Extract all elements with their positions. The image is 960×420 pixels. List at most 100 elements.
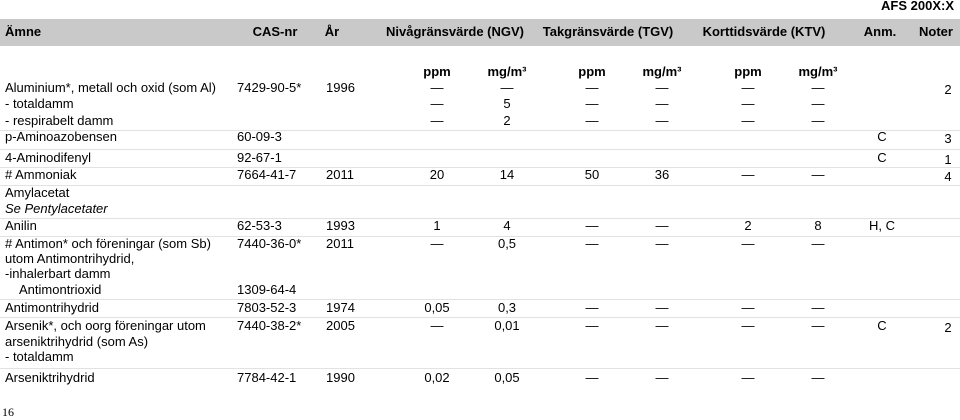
substance: - totaldamm xyxy=(5,349,74,364)
ngv-ppm: — xyxy=(430,318,444,333)
tgv-mg: — xyxy=(655,218,669,233)
year: 1993 xyxy=(326,218,355,233)
note: 4 xyxy=(944,169,952,184)
cas-number: 1309-64-4 xyxy=(237,282,297,297)
ktv-mg: — xyxy=(811,318,825,333)
ktv-ppm: 2 xyxy=(744,218,752,233)
cas-number: 7440-36-0* xyxy=(237,236,302,251)
header-bar xyxy=(0,19,960,46)
row-rule xyxy=(0,185,960,186)
tgv-ppm: — xyxy=(585,236,599,251)
ktv-mg: 8 xyxy=(814,218,822,233)
column-header: Ämne xyxy=(5,24,42,39)
cas-number: 62-53-3 xyxy=(237,218,282,233)
year: 2005 xyxy=(326,318,355,333)
ngv-mg: 0,5 xyxy=(497,236,517,251)
row-rule xyxy=(0,368,960,369)
tgv-mg: 36 xyxy=(654,167,670,182)
year: 2011 xyxy=(326,167,354,182)
tgv-ppm: — xyxy=(585,300,599,315)
tgv-ppm: — xyxy=(585,80,599,95)
note: 1 xyxy=(944,152,952,167)
unit-header: ppm xyxy=(734,64,762,79)
remark: C xyxy=(877,150,887,165)
tgv-ppm: — xyxy=(585,370,599,385)
ktv-ppm: — xyxy=(741,318,755,333)
substance: Se Pentylacetater xyxy=(5,201,108,216)
tgv-mg: — xyxy=(655,80,669,95)
substance: p-Aminoazobensen xyxy=(5,129,118,144)
column-header: CAS-nr xyxy=(252,24,298,39)
ktv-ppm: — xyxy=(741,300,755,315)
remark: H, C xyxy=(869,218,895,233)
tgv-mg: — xyxy=(655,370,669,385)
tgv-mg: — xyxy=(655,236,669,251)
ktv-mg: — xyxy=(811,167,825,182)
column-header: Korttidsvärde (KTV) xyxy=(702,24,826,39)
row-rule xyxy=(0,218,960,219)
substance: - totaldamm xyxy=(5,96,74,111)
ktv-mg: — xyxy=(811,113,825,128)
cas-number: 92-67-1 xyxy=(237,150,282,165)
unit-header: mg/m³ xyxy=(487,64,527,79)
substance: -inhalerbart damm xyxy=(5,266,111,281)
ngv-mg: 0,05 xyxy=(494,370,520,385)
substance: Antimontrihydrid xyxy=(5,300,99,315)
ngv-ppm: — xyxy=(430,236,444,251)
year: 1974 xyxy=(326,300,355,315)
row-rule xyxy=(0,149,960,150)
year: 1996 xyxy=(326,80,355,95)
ngv-ppm: — xyxy=(430,96,444,111)
cas-number: 60-09-3 xyxy=(237,129,282,144)
ngv-ppm: 1 xyxy=(433,218,441,233)
substance: # Ammoniak xyxy=(5,167,77,182)
ngv-mg: 0,3 xyxy=(497,300,517,315)
row-rule xyxy=(0,299,960,300)
ktv-mg: — xyxy=(811,236,825,251)
row-rule xyxy=(0,130,960,131)
ngv-ppm: 20 xyxy=(429,167,445,182)
tgv-mg: — xyxy=(655,96,669,111)
cas-number: 7429-90-5* xyxy=(237,80,302,95)
tgv-mg: — xyxy=(655,300,669,315)
ktv-ppm: — xyxy=(741,370,755,385)
remark: C xyxy=(877,129,887,144)
tgv-ppm: — xyxy=(585,318,599,333)
ngv-mg: 5 xyxy=(503,96,511,111)
ktv-mg: — xyxy=(811,300,825,315)
ktv-ppm: — xyxy=(741,167,755,182)
column-header: Anm. xyxy=(863,24,897,39)
column-header: Nivågränsvärde (NGV) xyxy=(386,24,524,39)
unit-header: mg/m³ xyxy=(798,64,838,79)
substance: # Antimon* och föreningar (som Sb) xyxy=(5,236,211,251)
note: 2 xyxy=(944,82,952,97)
doc-id: AFS 200X:X xyxy=(881,0,954,13)
unit-header: ppm xyxy=(423,64,451,79)
ngv-mg: 4 xyxy=(503,218,511,233)
ktv-ppm: — xyxy=(741,80,755,95)
ngv-ppm: 0,05 xyxy=(424,300,450,315)
ngv-mg: 0,01 xyxy=(494,318,520,333)
substance: - respirabelt damm xyxy=(5,113,114,128)
unit-header: mg/m³ xyxy=(642,64,682,79)
row-rule xyxy=(0,236,960,237)
remark: C xyxy=(877,318,887,333)
unit-header: ppm xyxy=(578,64,606,79)
row-rule xyxy=(0,167,960,168)
tgv-mg: — xyxy=(655,113,669,128)
cas-number: 7440-38-2* xyxy=(237,318,302,333)
column-header: Noter xyxy=(919,24,953,39)
note: 2 xyxy=(944,320,952,335)
substance: utom Antimontrihydrid, xyxy=(5,251,135,266)
tgv-ppm: — xyxy=(585,218,599,233)
cas-number: 7784-42-1 xyxy=(237,370,297,385)
substance: Antimontrioxid xyxy=(19,282,102,297)
substance: Aluminium*, metall och oxid (som Al) xyxy=(5,80,216,95)
ngv-mg: — xyxy=(500,80,514,95)
substance: arseniktrihydrid (som As) xyxy=(5,334,149,349)
ngv-ppm: — xyxy=(430,113,444,128)
ktv-mg: — xyxy=(811,80,825,95)
column-header: År xyxy=(324,24,340,39)
row-rule xyxy=(0,317,960,318)
